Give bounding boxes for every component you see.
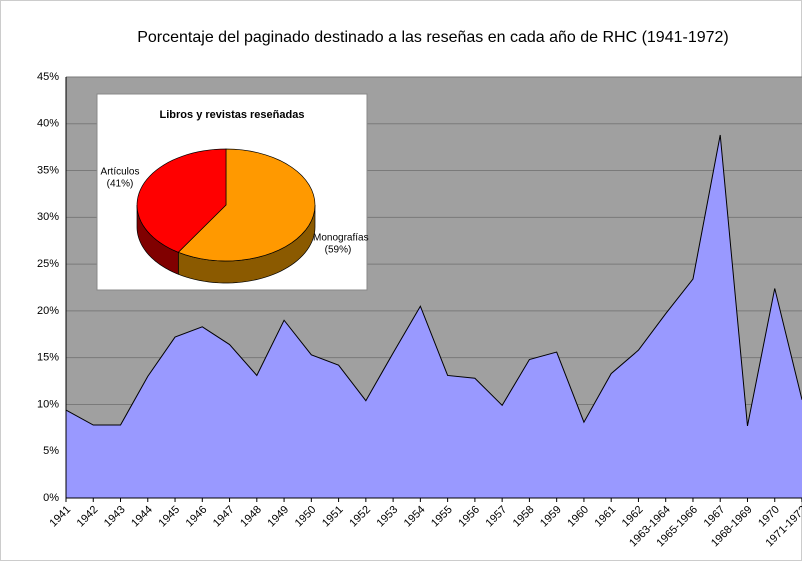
pie-label: Monografías [313, 233, 369, 244]
y-tick-label: 45% [37, 71, 59, 83]
y-tick-label: 30% [37, 211, 59, 223]
area [66, 135, 802, 498]
chart-title: Porcentaje del paginado destinado a las … [137, 29, 729, 46]
y-tick-label: 5% [43, 445, 59, 457]
pie-value-label: (41%) [107, 179, 134, 190]
y-tick-label: 0% [43, 492, 59, 504]
area-line [65, 134, 802, 427]
y-tick-label: 10% [37, 398, 59, 410]
pie-label: Artículos [101, 167, 140, 178]
y-tick-label: 20% [37, 305, 59, 317]
y-tick-label: 25% [37, 258, 59, 270]
pie-title: Libros y revistas reseñadas [160, 109, 305, 121]
y-tick-label: 40% [37, 118, 59, 130]
pie-slice [177, 148, 316, 262]
pie-slice [136, 148, 227, 253]
pie-value-label: (59%) [325, 245, 352, 256]
y-tick-label: 35% [37, 164, 59, 176]
y-tick-label: 15% [37, 352, 59, 364]
